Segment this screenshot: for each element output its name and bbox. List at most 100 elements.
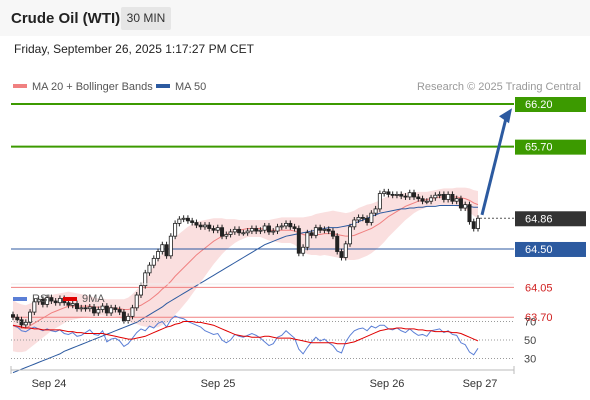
candle-body-98: [429, 197, 434, 202]
candle-body-79: [348, 226, 353, 245]
candle-64: [284, 220, 289, 229]
candle-body-80: [352, 219, 357, 228]
candle-61: [271, 228, 276, 235]
candle-5: [32, 298, 37, 316]
forecast-arrow: [480, 117, 508, 216]
candle-65: [288, 220, 293, 230]
candle-body-61: [271, 230, 276, 233]
candle-83: [365, 215, 370, 226]
rsi-tick-70: 70: [524, 317, 536, 329]
candle-body-103: [450, 193, 455, 202]
candle-body-84: [369, 212, 374, 223]
candle-body-34: [156, 251, 161, 259]
candle-body-48: [215, 227, 220, 231]
candle-59: [262, 222, 267, 234]
candle-105: [458, 195, 463, 212]
candle-body-22: [104, 305, 109, 314]
candle-106: [463, 201, 468, 212]
candle-body-33: [151, 257, 156, 266]
candle-55: [245, 228, 250, 236]
candle-19: [92, 303, 97, 316]
candle-33: [151, 255, 156, 269]
candle-60: [266, 222, 271, 235]
candle-body-30: [138, 285, 143, 296]
credit-text: Research © 2025 Trading Central: [417, 81, 581, 93]
candle-49: [220, 224, 225, 240]
candle-body-19: [92, 306, 97, 314]
candle-body-55: [245, 230, 250, 234]
candle-53: [237, 226, 242, 236]
candle-body-31: [143, 272, 148, 287]
candle-18: [87, 303, 92, 312]
candle-80: [352, 216, 357, 230]
candle-body-15: [74, 303, 79, 310]
candle-body-2: [19, 319, 24, 326]
candle-body-53: [237, 228, 242, 234]
candle-body-46: [207, 224, 212, 229]
candle-body-106: [463, 204, 468, 209]
candle-body-57: [254, 228, 259, 232]
candle-41: [185, 215, 190, 224]
candle-body-27: [126, 315, 131, 322]
candle-body-47: [211, 228, 216, 231]
candle-body-95: [416, 196, 421, 200]
candle-43: [194, 219, 199, 229]
candle-body-78: [343, 243, 348, 258]
candle-8: [45, 294, 50, 308]
candle-body-83: [365, 217, 370, 223]
candle-body-6: [36, 298, 41, 303]
candle-body-38: [173, 222, 178, 237]
candle-body-50: [224, 234, 229, 237]
candle-body-92: [403, 195, 408, 198]
candle-body-105: [458, 198, 463, 209]
candle-body-87: [382, 191, 387, 194]
candle-28: [130, 304, 135, 320]
candle-body-16: [79, 307, 84, 310]
candle-body-45: [202, 224, 207, 228]
level-label-64-86: 64.86: [525, 213, 553, 225]
candle-body-82: [360, 217, 365, 219]
candle-97: [424, 198, 429, 205]
candle-body-52: [232, 228, 237, 233]
candle-body-71: [313, 227, 318, 236]
rsi-legend-label-0: RSI: [32, 293, 50, 305]
candle-body-37: [168, 235, 173, 257]
candle-29: [134, 292, 139, 311]
timestamp: Friday, September 26, 2025 1:17:27 PM CE…: [14, 42, 254, 56]
candle-body-75: [330, 230, 335, 237]
candle-108: [471, 218, 476, 232]
interval-button[interactable]: 30 MIN: [121, 7, 171, 30]
candle-body-7: [40, 298, 45, 305]
candle-body-56: [249, 228, 254, 232]
rsi-legend-swatch-0: [13, 297, 27, 301]
candle-body-20: [96, 309, 101, 314]
candle-body-85: [373, 208, 378, 214]
candle-109: [475, 215, 480, 232]
candle-0: [10, 311, 15, 321]
candle-81: [356, 214, 361, 223]
candle-body-109: [475, 217, 480, 229]
candle-body-89: [390, 193, 395, 196]
candle-72: [318, 224, 323, 234]
candle-body-17: [83, 307, 88, 310]
candle-body-62: [275, 226, 280, 232]
level-box-64-50: [515, 241, 586, 257]
rsi-tick-50: 50: [524, 335, 536, 347]
candle-body-10: [53, 300, 58, 304]
candle-69: [305, 229, 310, 251]
candle-7: [40, 296, 45, 308]
candle-89: [390, 191, 395, 199]
level-label-64-05: 64.05: [525, 282, 553, 294]
candle-body-77: [339, 251, 344, 258]
candle-70: [309, 229, 314, 239]
rsi-tick-30: 30: [524, 354, 536, 366]
candle-39: [177, 216, 182, 227]
candle-body-8: [45, 297, 50, 305]
candle-body-1: [15, 316, 20, 321]
candle-body-81: [356, 217, 361, 221]
candle-body-18: [87, 306, 92, 310]
forecast-arrow-head: [499, 108, 512, 124]
candle-16: [79, 304, 84, 312]
candle-77: [339, 248, 344, 261]
candle-body-66: [292, 226, 297, 229]
